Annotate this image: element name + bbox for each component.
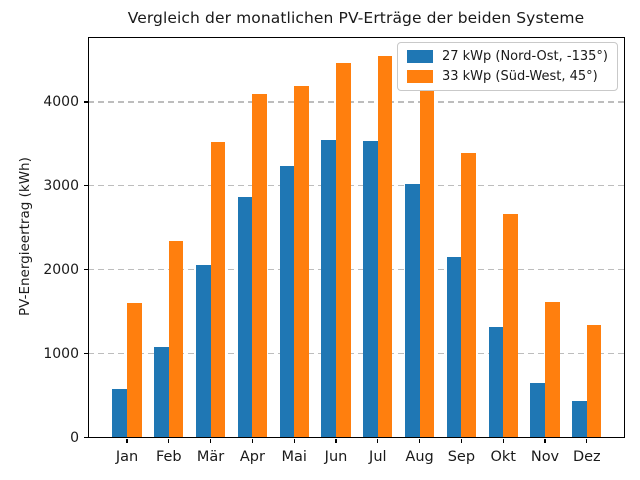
x-tick-mark-aug bbox=[418, 438, 421, 443]
bar-sep-series2 bbox=[461, 153, 476, 438]
y-tick-mark-4000 bbox=[83, 101, 88, 103]
y-tick-mark-0 bbox=[83, 436, 88, 439]
y-tick-mark-3000 bbox=[83, 185, 88, 187]
bar-jan-series1 bbox=[112, 388, 127, 438]
x-tick-mark-okt bbox=[502, 438, 504, 443]
y-tick-label-1000: 1000 bbox=[43, 345, 79, 362]
y-tick-label-0: 0 bbox=[70, 429, 79, 446]
y-tick-mark-1000 bbox=[83, 352, 88, 355]
x-tick-mark-nov bbox=[544, 438, 546, 443]
bar-dez-series1 bbox=[572, 401, 587, 438]
x-tick-mark-jul bbox=[377, 438, 379, 443]
bar-aug-series2 bbox=[419, 90, 435, 438]
bar-okt-series1 bbox=[488, 326, 504, 438]
bar-jul-series2 bbox=[377, 55, 393, 438]
bar-jun-series2 bbox=[336, 63, 351, 438]
gridlines bbox=[87, 37, 625, 438]
legend: 27 kWp (Nord-Ost, -135°) 33 kWp (Süd-Wes… bbox=[396, 41, 618, 91]
gridline-2000 bbox=[87, 269, 625, 271]
x-tick-label-jun: Jun bbox=[324, 448, 348, 465]
x-tick-mark-apr bbox=[251, 438, 254, 443]
plot-area: 27 kWp (Nord-Ost, -135°) 33 kWp (Süd-Wes… bbox=[87, 36, 626, 438]
x-tick-label-mär: Mär bbox=[196, 448, 225, 465]
bar-nov-series1 bbox=[530, 382, 545, 438]
bar-apr-series2 bbox=[252, 94, 267, 438]
gridline-3000 bbox=[87, 185, 625, 187]
x-tick-mark-mai bbox=[293, 438, 295, 443]
gridline-4000 bbox=[87, 101, 625, 103]
y-tick-label-4000: 4000 bbox=[43, 93, 79, 110]
x-tick-mark-sep bbox=[460, 438, 463, 443]
bar-apr-series1 bbox=[237, 196, 253, 438]
y-tick-mark-2000 bbox=[83, 269, 88, 271]
y-tick-label-3000: 3000 bbox=[43, 177, 79, 194]
x-tick-label-okt: Okt bbox=[490, 448, 516, 465]
x-tick-mark-jan bbox=[126, 438, 128, 443]
x-tick-label-feb: Feb bbox=[155, 448, 182, 465]
bar-jan-series2 bbox=[127, 303, 142, 438]
bar-sep-series1 bbox=[446, 257, 462, 438]
bar-okt-series2 bbox=[503, 213, 518, 438]
bar-series bbox=[88, 37, 626, 438]
x-tick-label-dez: Dez bbox=[572, 448, 601, 465]
legend-label-series1: 27 kWp (Nord-Ost, -135°) bbox=[441, 48, 608, 64]
bar-mai-series2 bbox=[294, 86, 309, 438]
bar-mär-series2 bbox=[210, 142, 226, 438]
gridline-1000 bbox=[87, 352, 625, 355]
bar-jun-series1 bbox=[321, 139, 336, 438]
bar-mai-series1 bbox=[279, 165, 295, 438]
x-tick-label-jul: Jul bbox=[369, 448, 387, 465]
y-tick-label-2000: 2000 bbox=[43, 261, 79, 278]
x-tick-mark-feb bbox=[168, 438, 170, 443]
x-tick-mark-jun bbox=[335, 438, 337, 443]
bar-feb-series1 bbox=[154, 346, 169, 438]
bar-mär-series1 bbox=[196, 264, 211, 438]
x-tick-label-mai: Mai bbox=[281, 448, 307, 465]
bar-dez-series2 bbox=[586, 325, 602, 438]
legend-swatch-series1 bbox=[406, 49, 433, 63]
x-tick-label-aug: Aug bbox=[405, 448, 434, 465]
x-tick-label-sep: Sep bbox=[447, 448, 476, 465]
x-tick-label-apr: Apr bbox=[239, 448, 265, 465]
chart-title: Vergleich der monatlichen PV-Erträge der… bbox=[127, 9, 585, 27]
bar-feb-series2 bbox=[168, 241, 184, 438]
legend-item-series2: 33 kWp (Süd-West, 45°) bbox=[406, 68, 608, 84]
x-tick-mark-dez bbox=[586, 438, 588, 443]
legend-item-series1: 27 kWp (Nord-Ost, -135°) bbox=[406, 48, 608, 64]
x-tick-label-nov: Nov bbox=[530, 448, 560, 465]
bar-aug-series1 bbox=[405, 184, 420, 438]
x-tick-mark-mär bbox=[209, 438, 212, 443]
legend-swatch-series2 bbox=[406, 69, 433, 83]
bar-nov-series2 bbox=[545, 301, 560, 438]
x-tick-label-jan: Jan bbox=[115, 448, 139, 465]
legend-label-series2: 33 kWp (Süd-West, 45°) bbox=[441, 68, 598, 84]
bar-jul-series1 bbox=[363, 141, 378, 438]
